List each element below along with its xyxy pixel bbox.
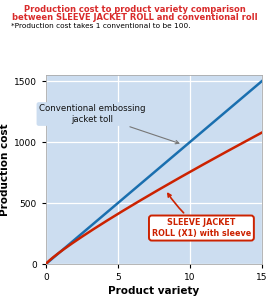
X-axis label: Product variety: Product variety	[108, 286, 200, 296]
Text: between SLEEVE JACKET ROLL and conventional roll: between SLEEVE JACKET ROLL and conventio…	[12, 13, 258, 22]
Text: Conventional embossing
jacket toll: Conventional embossing jacket toll	[39, 104, 179, 144]
Y-axis label: Production cost: Production cost	[0, 123, 10, 216]
Text: *Production cost takes 1 conventional to be 100.: *Production cost takes 1 conventional to…	[11, 23, 190, 29]
Text: Production cost to product variety comparison: Production cost to product variety compa…	[24, 4, 246, 14]
Text: SLEEVE JACKET
ROLL (X1) with sleeve: SLEEVE JACKET ROLL (X1) with sleeve	[152, 194, 251, 238]
